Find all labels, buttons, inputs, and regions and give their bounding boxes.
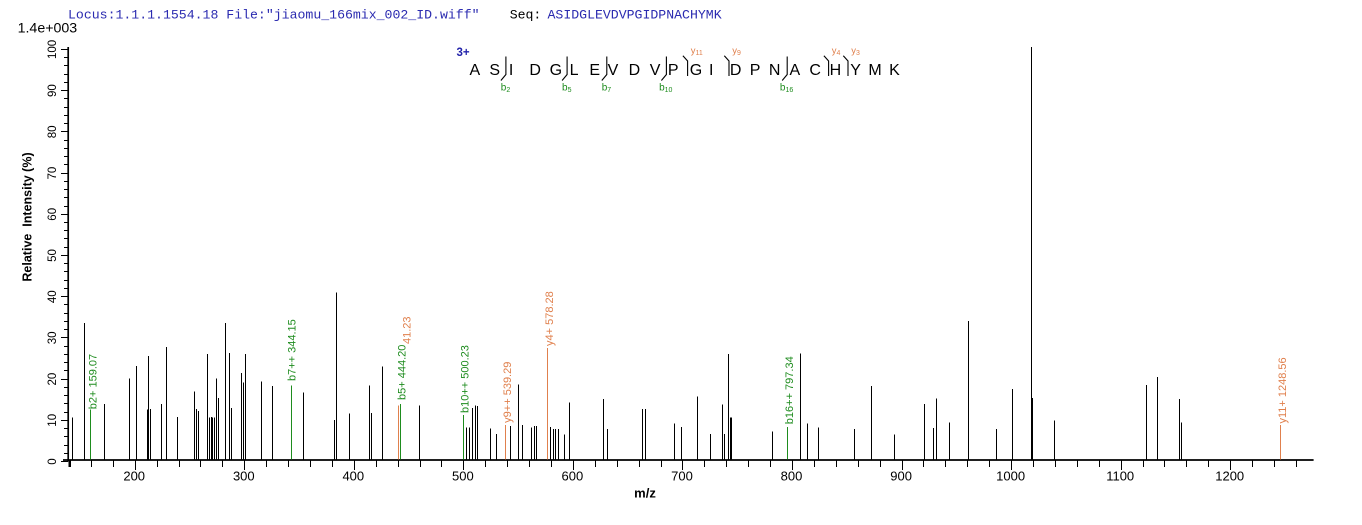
svg-text:1200: 1200 <box>1215 469 1244 484</box>
svg-text:A: A <box>789 62 800 79</box>
svg-text:b7: b7 <box>602 83 612 95</box>
svg-text:1100: 1100 <box>1106 469 1134 484</box>
svg-text:b5: b5 <box>562 83 572 95</box>
svg-text:300: 300 <box>233 469 255 484</box>
svg-text:N: N <box>769 62 781 79</box>
svg-text:Y: Y <box>850 62 861 79</box>
svg-text:Relative Intensity (%): Relative Intensity (%) <box>20 152 34 281</box>
svg-text:1.4e+003: 1.4e+003 <box>18 21 78 37</box>
svg-text:80: 80 <box>47 126 59 139</box>
svg-text:C: C <box>809 62 821 79</box>
svg-text:V: V <box>650 62 661 79</box>
svg-text:m/z: m/z <box>634 486 656 501</box>
svg-text:K: K <box>889 62 900 79</box>
svg-text:G: G <box>550 62 562 79</box>
svg-text:E: E <box>589 62 600 79</box>
svg-text:40: 40 <box>47 290 59 303</box>
svg-text:P: P <box>668 62 679 79</box>
svg-text:b5+ 444.20: b5+ 444.20 <box>397 345 409 400</box>
svg-text:30: 30 <box>47 332 59 345</box>
svg-text:b2: b2 <box>501 83 511 95</box>
svg-text:60: 60 <box>47 208 59 221</box>
svg-text:b10++ 500.23: b10++ 500.23 <box>460 345 472 413</box>
svg-text:b2+ 159.07: b2+ 159.07 <box>88 354 100 409</box>
svg-text:1000: 1000 <box>996 469 1025 484</box>
svg-text:b10: b10 <box>659 83 672 95</box>
svg-text:20: 20 <box>47 373 59 386</box>
svg-text:y11: y11 <box>691 46 703 58</box>
svg-text:D: D <box>529 62 541 79</box>
svg-text:L: L <box>570 62 579 79</box>
svg-text:100: 100 <box>47 40 59 59</box>
svg-text:b16: b16 <box>780 83 793 95</box>
svg-text:M: M <box>868 62 881 79</box>
svg-text:400: 400 <box>342 469 364 484</box>
svg-text:50: 50 <box>47 249 59 262</box>
svg-text:y11+ 1248.56: y11+ 1248.56 <box>1277 357 1289 423</box>
svg-text:S: S <box>489 62 500 79</box>
svg-text:500: 500 <box>452 469 474 484</box>
svg-text:y4: y4 <box>832 46 841 58</box>
svg-text:G: G <box>690 62 702 79</box>
svg-text:P: P <box>750 62 761 79</box>
svg-text:I: I <box>509 62 513 79</box>
svg-text:10: 10 <box>47 414 59 427</box>
svg-text:D: D <box>730 62 742 79</box>
svg-text:Seq:: Seq: <box>510 8 542 23</box>
svg-text:y4+ 578.28: y4+ 578.28 <box>544 291 556 346</box>
svg-text:800: 800 <box>781 469 803 484</box>
svg-text:y3: y3 <box>851 46 860 58</box>
svg-text:D: D <box>629 62 641 79</box>
svg-text:Locus:1.1.1.1554.18 File:"jiao: Locus:1.1.1.1554.18 File:"jiaomu_166mix_… <box>68 8 480 23</box>
svg-text:900: 900 <box>890 469 912 484</box>
svg-text:H: H <box>830 62 842 79</box>
svg-text:600: 600 <box>562 469 584 484</box>
svg-text:b7++ 344.15: b7++ 344.15 <box>287 319 299 381</box>
svg-text:3+: 3+ <box>457 47 470 59</box>
svg-text:ASIDGLEVDVPGIDPNACHYMK: ASIDGLEVDVPGIDPNACHYMK <box>548 8 722 23</box>
svg-text:b16++ 797.34: b16++ 797.34 <box>784 356 796 424</box>
svg-text:70: 70 <box>47 167 59 180</box>
svg-text:A: A <box>469 62 480 79</box>
svg-text:0: 0 <box>47 458 59 464</box>
svg-text:700: 700 <box>671 469 693 484</box>
svg-text:200: 200 <box>123 469 145 484</box>
svg-text:90: 90 <box>47 84 59 97</box>
svg-text:y9++ 539.29: y9++ 539.29 <box>502 362 514 423</box>
svg-text:41.23: 41.23 <box>401 316 413 344</box>
svg-text:y9: y9 <box>732 46 741 58</box>
svg-text:V: V <box>608 62 619 79</box>
svg-text:I: I <box>709 62 713 79</box>
